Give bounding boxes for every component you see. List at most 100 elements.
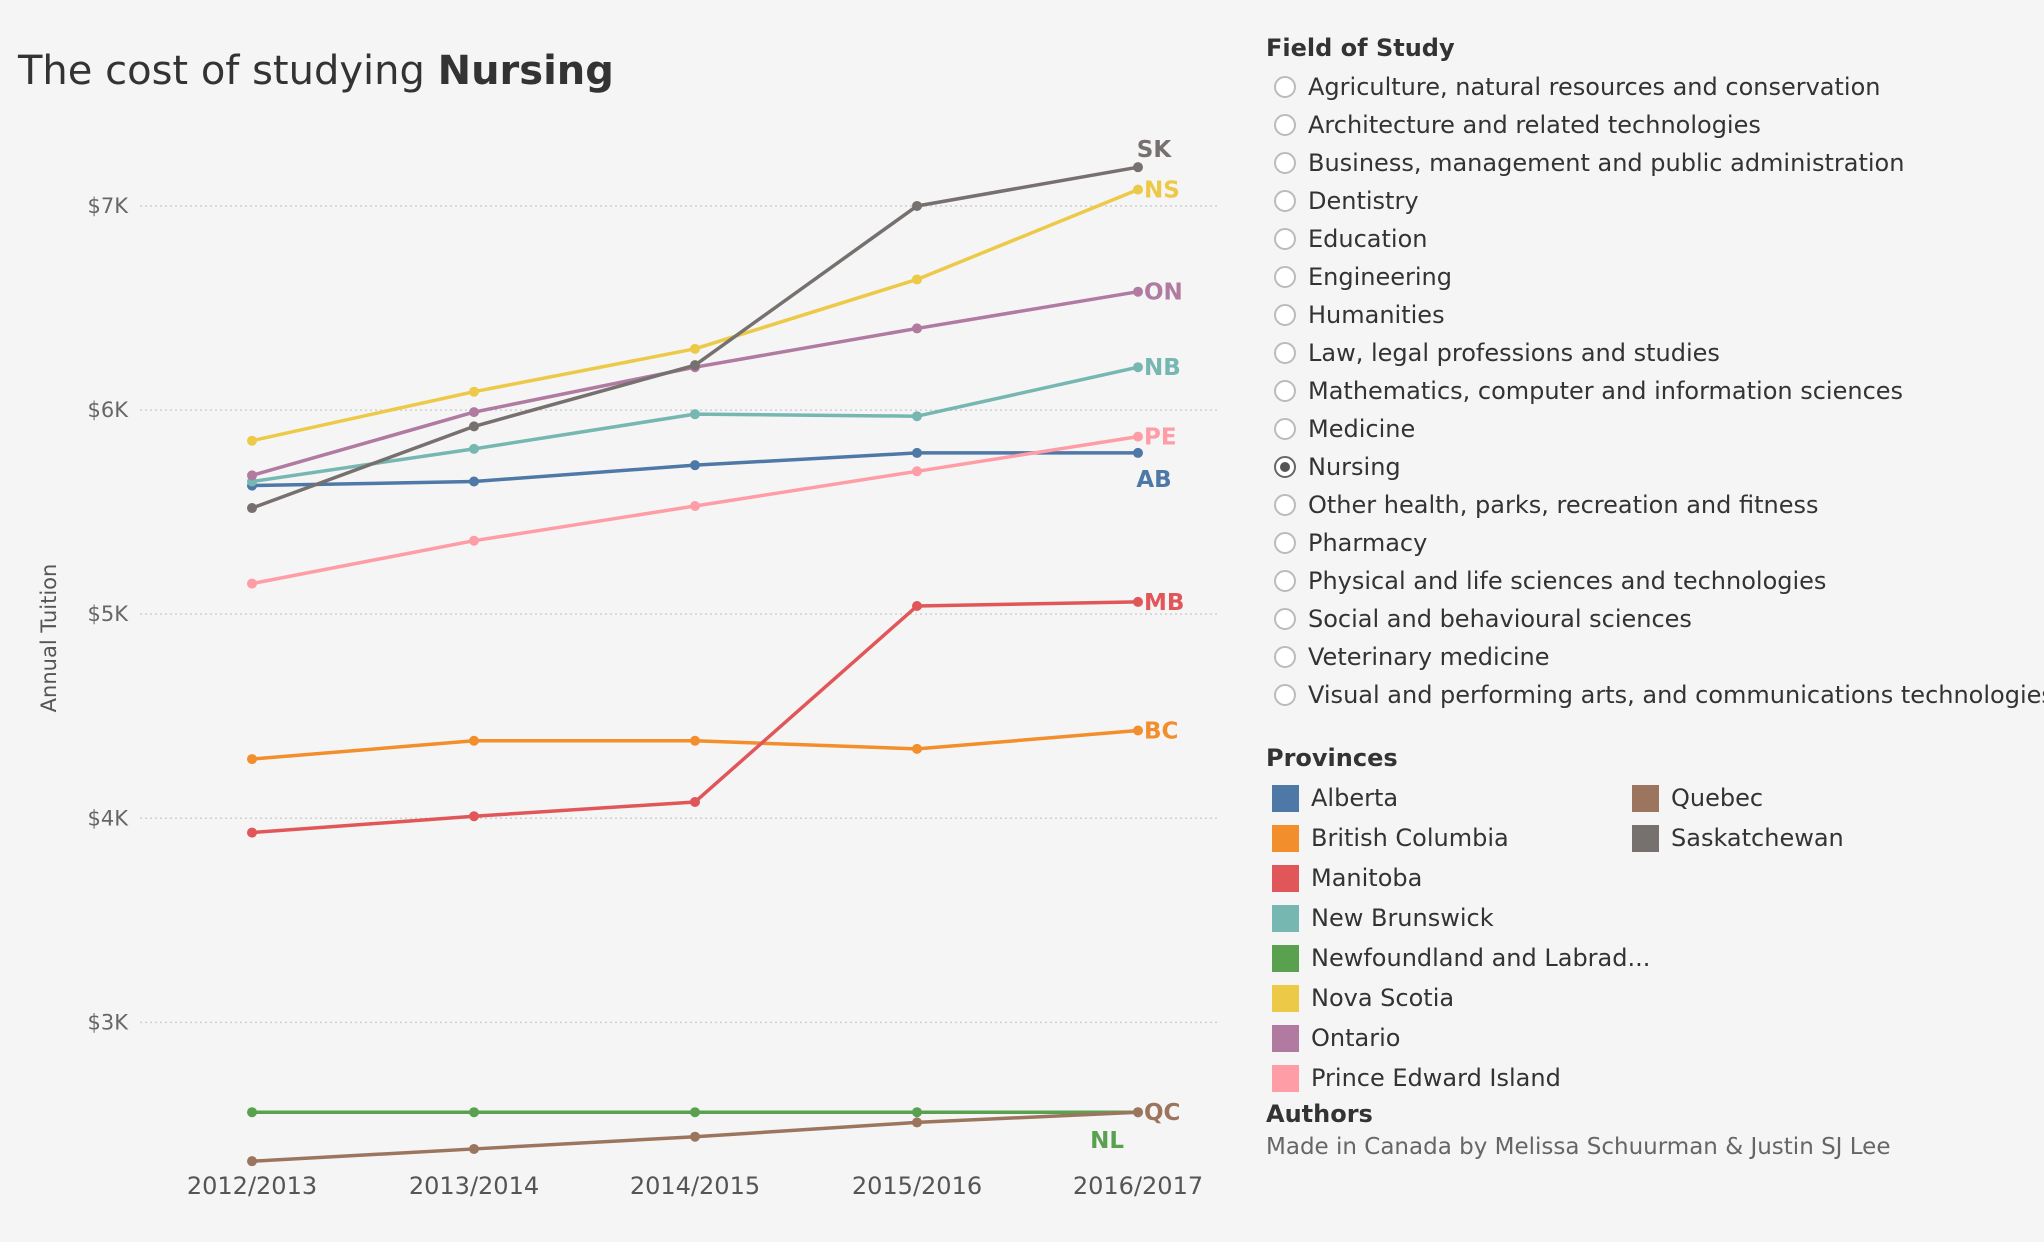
field-option-education[interactable]: Education <box>1266 220 2036 258</box>
radio-button[interactable] <box>1274 418 1296 440</box>
radio-button[interactable] <box>1274 266 1296 288</box>
radio-button[interactable] <box>1274 114 1296 136</box>
data-point-nova-scotia[interactable] <box>1133 184 1143 195</box>
legend-item-british-columbia[interactable]: British Columbia <box>1266 818 1509 858</box>
data-point-new-brunswick[interactable] <box>469 443 479 454</box>
data-point-saskatchewan[interactable] <box>912 200 922 211</box>
data-point-saskatchewan[interactable] <box>469 421 479 432</box>
provinces-title: Provinces <box>1266 744 1398 772</box>
data-point-alberta[interactable] <box>690 460 700 471</box>
radio-button[interactable] <box>1274 570 1296 592</box>
field-option-visual-and-performing-arts-and-communications-technologies[interactable]: Visual and performing arts, and communic… <box>1266 676 2044 714</box>
legend-item-nova-scotia[interactable]: Nova Scotia <box>1266 978 1454 1018</box>
radio-button[interactable] <box>1274 190 1296 212</box>
legend-item-alberta[interactable]: Alberta <box>1266 778 1398 818</box>
data-point-new-brunswick[interactable] <box>690 409 700 420</box>
data-point-nova-scotia[interactable] <box>690 343 700 354</box>
provinces-legend: Alberta British Columbia Manitoba New Bruns… <box>1266 778 2036 1092</box>
data-point-ontario[interactable] <box>469 407 479 418</box>
data-point-quebec[interactable] <box>912 1117 922 1128</box>
y-tick-label: $7K <box>88 194 130 218</box>
data-point-manitoba[interactable] <box>912 601 922 612</box>
data-point-newfoundland-and-labrad[interactable] <box>690 1107 700 1118</box>
data-point-prince-edward-island[interactable] <box>912 466 922 477</box>
radio-button[interactable] <box>1274 456 1296 478</box>
field-option-law-legal-professions-and-studies[interactable]: Law, legal professions and studies <box>1266 334 2036 372</box>
data-point-newfoundland-and-labrad[interactable] <box>469 1107 479 1118</box>
radio-button[interactable] <box>1274 608 1296 630</box>
y-tick-label: $3K <box>88 1010 130 1034</box>
radio-button[interactable] <box>1274 494 1296 516</box>
field-option-medicine[interactable]: Medicine <box>1266 410 2036 448</box>
data-point-british-columbia[interactable] <box>469 735 479 746</box>
data-point-newfoundland-and-labrad[interactable] <box>912 1107 922 1118</box>
legend-swatch <box>1272 944 1299 972</box>
legend-item-manitoba[interactable]: Manitoba <box>1266 858 1422 898</box>
radio-button[interactable] <box>1274 646 1296 668</box>
data-point-manitoba[interactable] <box>1133 596 1143 607</box>
radio-button[interactable] <box>1274 342 1296 364</box>
data-point-manitoba[interactable] <box>690 796 700 807</box>
data-point-manitoba[interactable] <box>247 827 257 838</box>
field-option-physical-and-life-sciences-and-technologies[interactable]: Physical and life sciences and technolog… <box>1266 562 2036 600</box>
data-point-newfoundland-and-labrad[interactable] <box>247 1107 257 1118</box>
data-point-british-columbia[interactable] <box>690 735 700 746</box>
data-point-quebec[interactable] <box>247 1156 257 1167</box>
field-option-humanities[interactable]: Humanities <box>1266 296 2036 334</box>
field-option-pharmacy[interactable]: Pharmacy <box>1266 524 2036 562</box>
data-point-new-brunswick[interactable] <box>1133 362 1143 373</box>
radio-button[interactable] <box>1274 304 1296 326</box>
radio-button[interactable] <box>1274 532 1296 554</box>
legend-item-new-brunswick[interactable]: New Brunswick <box>1266 898 1494 938</box>
data-point-prince-edward-island[interactable] <box>247 578 257 589</box>
data-point-ontario[interactable] <box>247 470 257 481</box>
data-point-nova-scotia[interactable] <box>469 386 479 397</box>
legend-item-quebec[interactable]: Quebec <box>1626 778 1763 818</box>
data-point-british-columbia[interactable] <box>912 743 922 754</box>
data-point-quebec[interactable] <box>1133 1107 1143 1118</box>
data-point-alberta[interactable] <box>912 447 922 458</box>
field-option-nursing[interactable]: Nursing <box>1266 448 2036 486</box>
data-point-manitoba[interactable] <box>469 811 479 822</box>
field-option-architecture-and-related-technologies[interactable]: Architecture and related technologies <box>1266 106 2036 144</box>
line-chart: $3K $4K $5K $6K $7K Annual Tuition 2012/2013… <box>37 137 1220 1200</box>
field-option-mathematics-computer-and-information-sciences[interactable]: Mathematics, computer and information sc… <box>1266 372 2036 410</box>
field-option-business-management-and-public-administration[interactable]: Business, management and public administ… <box>1266 144 2036 182</box>
field-option-agriculture-natural-resources-and-conservation[interactable]: Agriculture, natural resources and conse… <box>1266 68 2036 106</box>
radio-button[interactable] <box>1274 76 1296 98</box>
field-option-engineering[interactable]: Engineering <box>1266 258 2036 296</box>
radio-button[interactable] <box>1274 152 1296 174</box>
legend-item-ontario[interactable]: Ontario <box>1266 1018 1400 1058</box>
data-point-alberta[interactable] <box>1133 447 1143 458</box>
data-point-prince-edward-island[interactable] <box>690 501 700 512</box>
data-point-prince-edward-island[interactable] <box>469 535 479 546</box>
field-option-veterinary-medicine[interactable]: Veterinary medicine <box>1266 638 2036 676</box>
data-point-british-columbia[interactable] <box>247 754 257 765</box>
field-option-other-health-parks-recreation-and-fitness[interactable]: Other health, parks, recreation and fitn… <box>1266 486 2036 524</box>
data-point-saskatchewan[interactable] <box>247 503 257 514</box>
field-option-dentistry[interactable]: Dentistry <box>1266 182 2036 220</box>
radio-button[interactable] <box>1274 684 1296 706</box>
radio-button[interactable] <box>1274 380 1296 402</box>
data-point-alberta[interactable] <box>469 476 479 487</box>
data-point-prince-edward-island[interactable] <box>1133 431 1143 442</box>
data-point-new-brunswick[interactable] <box>912 411 922 422</box>
field-option-label: Physical and life sciences and technolog… <box>1308 567 1827 595</box>
legend-item-saskatchewan[interactable]: Saskatchewan <box>1626 818 1844 858</box>
data-point-nova-scotia[interactable] <box>912 274 922 285</box>
legend-item-newfoundland-and-labrad[interactable]: Newfoundland and Labrad... <box>1266 938 1650 978</box>
data-point-nova-scotia[interactable] <box>247 435 257 446</box>
data-point-quebec[interactable] <box>469 1143 479 1154</box>
legend-swatch <box>1272 1064 1299 1092</box>
data-point-ontario[interactable] <box>1133 286 1143 297</box>
data-point-ontario[interactable] <box>912 323 922 334</box>
radio-button[interactable] <box>1274 228 1296 250</box>
data-point-saskatchewan[interactable] <box>690 360 700 371</box>
legend-item-prince-edward-island[interactable]: Prince Edward Island <box>1266 1058 1561 1098</box>
legend-swatch <box>1632 784 1659 812</box>
data-point-saskatchewan[interactable] <box>1133 162 1143 173</box>
field-option-label: Visual and performing arts, and communic… <box>1308 681 2044 709</box>
data-point-british-columbia[interactable] <box>1133 725 1143 736</box>
field-option-social-and-behavioural-sciences[interactable]: Social and behavioural sciences <box>1266 600 2036 638</box>
data-point-quebec[interactable] <box>690 1131 700 1142</box>
